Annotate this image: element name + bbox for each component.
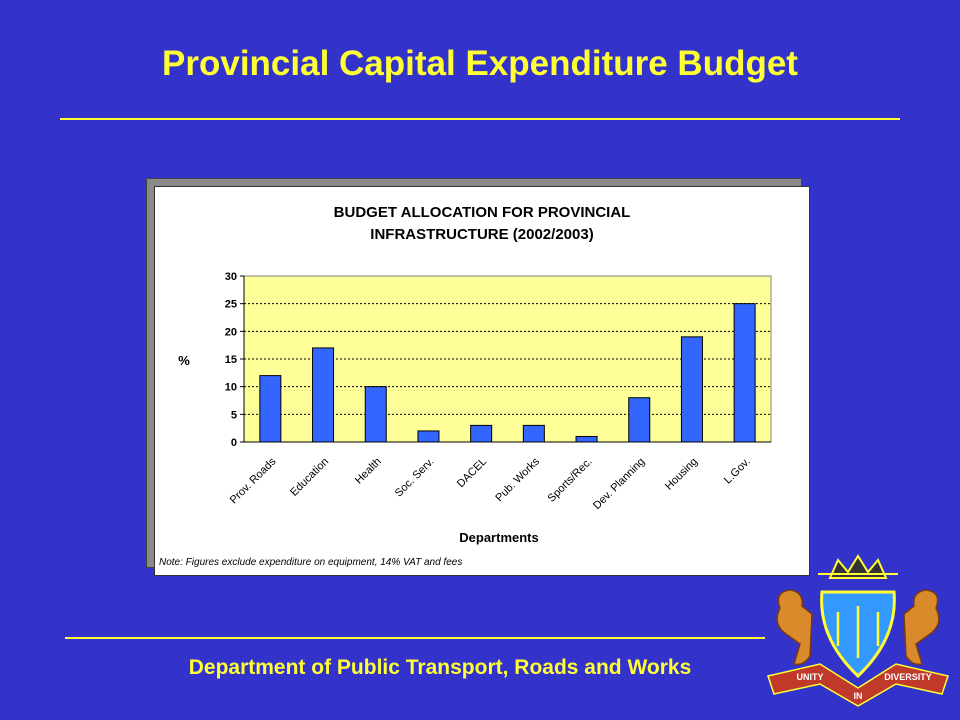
x-tick-label: Health bbox=[353, 456, 384, 487]
slide-title: Provincial Capital Expenditure Budget bbox=[162, 44, 798, 83]
chart-panel: BUDGET ALLOCATION FOR PROVINCIAL INFRAST… bbox=[154, 186, 810, 576]
crest-motto-in: IN bbox=[854, 691, 863, 701]
x-axis-label: Departments bbox=[459, 530, 538, 545]
chart-note: Note: Figures exclude expenditure on equ… bbox=[159, 557, 462, 568]
footer-department: Department of Public Transport, Roads an… bbox=[188, 656, 692, 679]
x-tick-label: DACEL bbox=[455, 456, 489, 490]
x-tick-label: Pub. Works bbox=[493, 455, 542, 504]
y-axis-label: % bbox=[178, 353, 190, 368]
y-tick-label: 25 bbox=[225, 299, 237, 311]
crest-motto-diversity: DIVERSITY bbox=[884, 672, 932, 682]
coat-of-arms-logo: UNITY IN DIVERSITY bbox=[767, 554, 949, 707]
y-tick-label: 15 bbox=[225, 354, 237, 366]
bar-housing bbox=[680, 336, 703, 443]
x-axis-labels: Prov. Roads Education Health Soc. Serv. DACE… bbox=[228, 455, 753, 512]
y-tick-label: 5 bbox=[231, 409, 237, 421]
x-tick-label: L.Gov. bbox=[722, 456, 753, 487]
crest-motto-ribbon bbox=[767, 663, 949, 707]
x-tick-label: Housing bbox=[663, 456, 700, 493]
y-tick-label: 30 bbox=[225, 271, 237, 283]
x-tick-label: Soc. Serv. bbox=[393, 456, 437, 500]
y-tick-label: 10 bbox=[225, 382, 237, 394]
x-tick-label: Prov. Roads bbox=[228, 455, 279, 506]
chart-title-line1: BUDGET ALLOCATION FOR PROVINCIAL bbox=[334, 204, 631, 221]
x-tick-label: Education bbox=[288, 456, 331, 499]
bars bbox=[259, 303, 756, 443]
x-tick-label: Sports/Rec. bbox=[546, 456, 595, 505]
footer-divider bbox=[65, 637, 765, 639]
bar-l-gov bbox=[733, 303, 756, 443]
bar-dev-planning bbox=[628, 397, 651, 443]
crest-motto-unity: UNITY bbox=[797, 672, 824, 682]
x-tick-label: Dev. Planning bbox=[591, 456, 647, 512]
bar-sports-rec bbox=[575, 435, 598, 443]
bar-dacel bbox=[470, 424, 493, 443]
bar-pub-works bbox=[522, 424, 545, 443]
y-tick-label: 20 bbox=[225, 326, 237, 338]
y-tick-label: 0 bbox=[231, 437, 237, 449]
crest-lion-right bbox=[903, 589, 940, 666]
title-divider bbox=[60, 118, 900, 120]
bar-education bbox=[312, 347, 335, 443]
bar-prov-roads bbox=[259, 375, 282, 443]
crest-shield-bars bbox=[836, 606, 880, 658]
bar-soc-serv bbox=[417, 430, 440, 443]
chart-title-line2: INFRASTRUCTURE (2002/2003) bbox=[370, 226, 593, 243]
bar-health bbox=[364, 386, 387, 443]
crest-lion-left bbox=[776, 589, 813, 666]
bar-chart: BUDGET ALLOCATION FOR PROVINCIAL INFRAST… bbox=[159, 204, 772, 568]
